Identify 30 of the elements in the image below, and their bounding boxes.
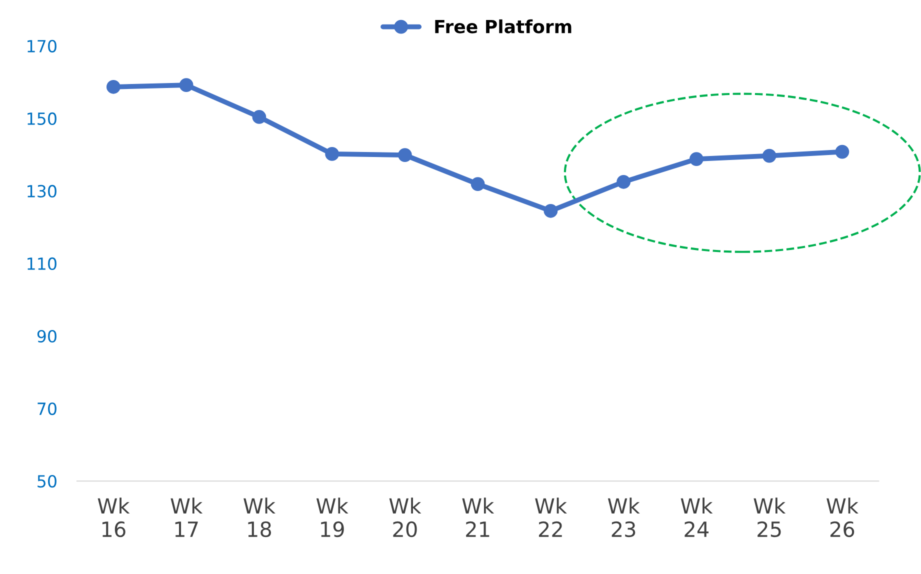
- point: [252, 110, 266, 124]
- y-tick-label: 150: [28, 112, 56, 126]
- point: [106, 80, 120, 94]
- point: [179, 78, 194, 92]
- point: [398, 148, 412, 162]
- x-tick-label: Wk 23: [608, 498, 640, 538]
- point: [325, 147, 340, 161]
- x-tick-label: Wk 16: [98, 498, 130, 538]
- y-tick-label: 110: [28, 257, 56, 270]
- x-tick-label: Wk 25: [754, 498, 786, 538]
- x-tick-label: Wk 18: [244, 498, 276, 538]
- point: [762, 148, 776, 163]
- x-tick-label: Wk 24: [680, 498, 713, 537]
- x-tick-label: Wk 21: [462, 498, 494, 537]
- x-tick-label: Wk 17: [170, 498, 203, 537]
- y-tick-label: 170: [28, 40, 56, 52]
- point: [544, 204, 558, 218]
- point: [470, 177, 485, 192]
- x-tick-label: Wk 19: [316, 498, 348, 538]
- point: [835, 144, 850, 159]
- x-tick-label: Wk 20: [389, 498, 422, 538]
- x-tick-label: Wk 22: [535, 498, 567, 537]
- y-tick-label: 50: [38, 474, 56, 488]
- y-tick-label: 130: [28, 184, 56, 198]
- y-tick-label: 70: [38, 402, 56, 416]
- x-tick-label: Wk 26: [826, 498, 858, 538]
- legend-label: Free Platform: [435, 19, 572, 34]
- point: [616, 174, 631, 189]
- point: [690, 152, 704, 166]
- y-tick-label: 90: [37, 330, 56, 343]
